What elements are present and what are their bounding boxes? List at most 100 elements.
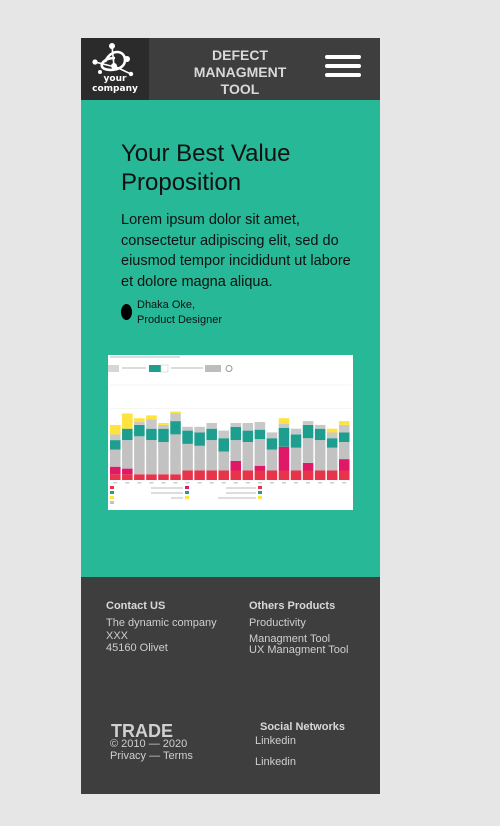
legend-entry bbox=[258, 496, 262, 499]
bar-segment bbox=[254, 465, 266, 471]
bar-segment bbox=[206, 440, 217, 471]
bar-segment bbox=[254, 429, 266, 440]
bar-segment bbox=[218, 430, 229, 439]
x-tick-label bbox=[281, 482, 286, 484]
bar-segment bbox=[254, 422, 266, 430]
bar-segment bbox=[242, 423, 254, 431]
company-logo[interactable]: your company bbox=[81, 38, 149, 100]
bar-segment bbox=[146, 474, 157, 480]
products-link[interactable]: Productivity bbox=[249, 617, 306, 629]
products-heading: Others Products bbox=[249, 600, 336, 612]
x-tick-label bbox=[233, 482, 238, 484]
legend-entry bbox=[185, 496, 189, 499]
bar-segment bbox=[194, 470, 205, 480]
legend-entry-text bbox=[151, 487, 183, 489]
phone-frame: your company DEFECT MANAGMENT TOOL Your … bbox=[81, 38, 380, 794]
bar-segment bbox=[266, 449, 278, 471]
author-name: Dhaka Oke, bbox=[137, 299, 196, 311]
x-tick-label bbox=[125, 482, 130, 484]
bar-segment bbox=[194, 445, 205, 471]
hamburger-icon-line bbox=[325, 64, 361, 68]
bar-segment bbox=[266, 470, 278, 480]
bar-segment bbox=[182, 470, 193, 480]
avatar bbox=[121, 304, 132, 320]
bar-segment bbox=[338, 421, 350, 425]
bar-segment bbox=[230, 426, 242, 441]
social-link-linkedin[interactable]: Linkedin bbox=[255, 735, 296, 747]
bar-segment bbox=[338, 459, 350, 471]
x-tick-label bbox=[294, 482, 299, 484]
bar-segment bbox=[302, 424, 314, 439]
bar-segment bbox=[326, 447, 338, 471]
bar-segment bbox=[290, 428, 302, 435]
legend-entry bbox=[110, 501, 114, 504]
author-role: Product Designer bbox=[137, 314, 222, 326]
x-tick-label bbox=[173, 482, 178, 484]
legal-links[interactable]: Privacy — Terms bbox=[110, 750, 193, 762]
app-header: your company DEFECT MANAGMENT TOOL bbox=[81, 38, 380, 100]
chart-toolbar-toggle-knob bbox=[160, 364, 169, 373]
bar-segment bbox=[290, 470, 302, 480]
bar-segment bbox=[218, 451, 229, 471]
bar-segment bbox=[230, 423, 242, 427]
bar-segment bbox=[302, 462, 314, 471]
hamburger-menu-button[interactable] bbox=[325, 55, 361, 83]
social-link-linkedin[interactable]: Linkedin bbox=[255, 756, 296, 768]
bar-segment bbox=[242, 430, 254, 442]
x-tick-label bbox=[257, 482, 262, 484]
legend-entry bbox=[258, 486, 262, 489]
bar-segment bbox=[314, 424, 326, 429]
chart-help-icon[interactable] bbox=[225, 365, 233, 372]
bar-segment bbox=[326, 432, 338, 439]
chart-toolbar-button-2[interactable] bbox=[205, 365, 221, 372]
bar-segment bbox=[314, 470, 326, 480]
bar-segment bbox=[158, 424, 169, 429]
bar-segment bbox=[338, 432, 350, 442]
hamburger-icon bbox=[325, 55, 361, 59]
x-tick-label bbox=[342, 482, 347, 484]
bar-segment bbox=[158, 423, 169, 425]
bar-segment bbox=[122, 468, 133, 475]
bar-segment bbox=[290, 434, 302, 448]
products-link[interactable]: Managment Tool bbox=[249, 633, 331, 645]
chart-toolbar-label bbox=[122, 367, 146, 369]
legend-entry-text bbox=[151, 492, 183, 494]
bar-segment bbox=[206, 423, 217, 429]
products-link[interactable]: UX Managment Tool bbox=[249, 644, 349, 656]
x-tick-label bbox=[209, 482, 214, 484]
chart-legend bbox=[110, 486, 262, 504]
bar-segment bbox=[278, 470, 290, 480]
bar-segment bbox=[230, 470, 242, 480]
legend-entry bbox=[258, 491, 262, 494]
x-tick-label bbox=[269, 482, 274, 484]
bar-segment bbox=[110, 440, 121, 450]
bar-segment bbox=[326, 428, 338, 433]
bar-segment bbox=[314, 428, 326, 441]
bar-segment bbox=[278, 446, 290, 471]
bar-segment bbox=[158, 428, 169, 442]
chart-toolbar-toggle[interactable] bbox=[149, 365, 161, 372]
stacked-bar-chart bbox=[108, 356, 351, 504]
bar-segment bbox=[278, 418, 290, 424]
x-tick-label bbox=[197, 482, 202, 484]
contact-line: XXX bbox=[106, 630, 129, 642]
bar-segment bbox=[314, 440, 326, 471]
bar-segment bbox=[254, 439, 266, 466]
bar-segment bbox=[182, 443, 193, 471]
bar-segment bbox=[134, 424, 145, 437]
copyright-text: © 2010 — 2020 bbox=[110, 738, 188, 750]
bar-segment bbox=[146, 415, 157, 420]
bar-segment bbox=[206, 428, 217, 441]
bar-segment bbox=[194, 432, 205, 446]
bar-segment bbox=[230, 440, 242, 461]
bar-segment bbox=[170, 421, 181, 435]
x-tick-label bbox=[113, 482, 118, 484]
bar-segment bbox=[122, 474, 133, 480]
chart-toolbar-button-1[interactable] bbox=[108, 365, 119, 372]
bar-segment bbox=[122, 440, 133, 469]
bar-segment bbox=[242, 470, 254, 480]
chart-image bbox=[108, 355, 353, 510]
bar-segment bbox=[134, 474, 145, 480]
legend-entry-text bbox=[171, 497, 183, 499]
legend-entry bbox=[185, 486, 189, 489]
